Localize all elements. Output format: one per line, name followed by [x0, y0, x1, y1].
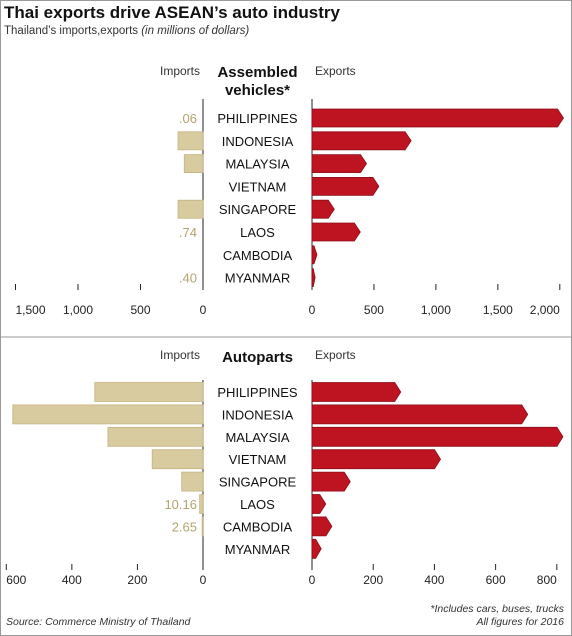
imports-tick-label: 200	[127, 573, 147, 587]
country-label: CAMBODIA	[223, 248, 293, 263]
footnote: *Includes cars, buses, trucks All figure…	[430, 603, 564, 629]
imports-tick-label: 500	[130, 303, 150, 317]
imports-bar	[183, 154, 204, 174]
exports-bar	[311, 222, 361, 242]
country-label: PHILIPPINES	[217, 385, 298, 400]
imports-bar	[199, 494, 204, 514]
panel-title-line: Assembled	[217, 64, 297, 81]
exports-bar	[311, 471, 351, 492]
country-label: LAOS	[240, 497, 275, 512]
imports-tick-label: 0	[200, 303, 207, 317]
exports-bar	[311, 426, 564, 447]
imports-bar	[201, 516, 204, 537]
panel-title-line: Autoparts	[222, 349, 293, 366]
country-label: SINGAPORE	[219, 475, 297, 490]
footnote-line-1: *Includes cars, buses, trucks	[430, 603, 564, 615]
exports-tick-label: 1,000	[421, 303, 451, 317]
imports-tick-label: 400	[62, 573, 82, 587]
exports-tick-label: 400	[424, 573, 444, 587]
imports-bar	[94, 382, 204, 402]
import-value-label: .06	[179, 111, 197, 126]
exports-bar	[311, 108, 565, 128]
country-label: MYANMAR	[225, 271, 290, 286]
country-label: CAMBODIA	[223, 519, 293, 534]
country-label: VIETNAM	[229, 179, 287, 194]
imports-tick-label: 600	[6, 573, 26, 587]
exports-bar	[311, 494, 327, 514]
country-label: INDONESIA	[222, 134, 294, 149]
imports-bar	[177, 199, 204, 219]
subtitle-main: Thailand’s imports,exports	[4, 25, 139, 37]
import-value-label: 2.65	[172, 519, 197, 534]
country-label: MALAYSIA	[225, 157, 289, 172]
exports-tick-label: 0	[309, 303, 316, 317]
imports-tick-label: 1,500	[16, 303, 46, 317]
chart-title: Thai exports drive ASEAN’s auto industry	[4, 3, 340, 22]
exports-bar	[311, 154, 367, 174]
panel-title-line: vehicles*	[225, 82, 290, 99]
exports-bar	[311, 404, 529, 425]
exports-bar	[311, 382, 402, 402]
country-label: MALAYSIA	[225, 430, 289, 445]
exports-tick-label: 600	[486, 573, 506, 587]
import-value-label: .74	[179, 225, 197, 240]
exports-tick-label: 200	[363, 573, 383, 587]
country-label: LAOS	[240, 225, 275, 240]
chart-subtitle: Thailand’s imports,exports (in millions …	[4, 25, 249, 37]
imports-header: Imports	[160, 348, 200, 362]
exports-tick-label: 800	[537, 573, 557, 587]
country-label: INDONESIA	[222, 407, 294, 422]
import-value-label: 10.16	[164, 497, 197, 512]
exports-bar	[311, 268, 316, 288]
exports-tick-label: 2,000	[530, 303, 560, 317]
exports-bar	[311, 131, 412, 151]
imports-bar	[181, 471, 204, 492]
exports-bar	[311, 245, 318, 265]
exports-bar	[311, 449, 442, 470]
imports-header: Imports	[160, 64, 200, 78]
imports-bar	[12, 404, 204, 425]
exports-tick-label: 500	[364, 303, 384, 317]
exports-bar	[311, 538, 322, 559]
source-note: Source: Commerce Ministry of Thailand	[6, 616, 191, 628]
country-label: SINGAPORE	[219, 202, 297, 217]
imports-bar	[107, 426, 204, 447]
subtitle-units: (in millions of dollars)	[141, 25, 250, 37]
exports-header: Exports	[315, 348, 356, 362]
country-label: PHILIPPINES	[217, 111, 298, 126]
import-value-label: .40	[179, 271, 197, 286]
exports-tick-label: 0	[309, 573, 316, 587]
imports-bar	[151, 449, 204, 470]
exports-bar	[311, 199, 335, 219]
country-label: MYANMAR	[225, 542, 290, 557]
imports-tick-label: 0	[200, 573, 207, 587]
exports-bar	[311, 176, 380, 196]
imports-bar	[177, 131, 204, 151]
footnote-line-2: All figures for 2016	[476, 616, 564, 628]
exports-bar	[311, 516, 333, 537]
imports-tick-label: 1,000	[63, 303, 93, 317]
exports-tick-label: 1,500	[483, 303, 513, 317]
country-label: VIETNAM	[229, 452, 287, 467]
exports-header: Exports	[315, 64, 356, 78]
